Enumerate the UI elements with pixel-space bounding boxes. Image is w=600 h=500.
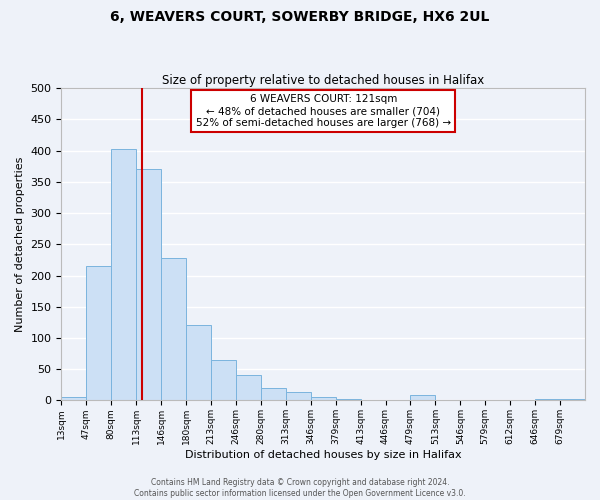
X-axis label: Distribution of detached houses by size in Halifax: Distribution of detached houses by size … [185, 450, 461, 460]
Bar [311, 398, 335, 400]
Bar [410, 396, 436, 400]
Text: 6 WEAVERS COURT: 121sqm
← 48% of detached houses are smaller (704)
52% of semi-d: 6 WEAVERS COURT: 121sqm ← 48% of detache… [196, 94, 451, 128]
Bar [236, 376, 261, 400]
Bar [286, 392, 311, 400]
Y-axis label: Number of detached properties: Number of detached properties [15, 156, 25, 332]
Bar [261, 388, 286, 400]
Bar [61, 398, 86, 400]
Bar [535, 399, 560, 400]
Bar [86, 266, 111, 400]
Text: Contains HM Land Registry data © Crown copyright and database right 2024.
Contai: Contains HM Land Registry data © Crown c… [134, 478, 466, 498]
Title: Size of property relative to detached houses in Halifax: Size of property relative to detached ho… [162, 74, 484, 87]
Bar [136, 170, 161, 400]
Bar [335, 399, 361, 400]
Text: 6, WEAVERS COURT, SOWERBY BRIDGE, HX6 2UL: 6, WEAVERS COURT, SOWERBY BRIDGE, HX6 2U… [110, 10, 490, 24]
Bar [161, 258, 186, 400]
Bar [560, 399, 585, 400]
Bar [111, 148, 136, 400]
Bar [211, 360, 236, 401]
Bar [186, 326, 211, 400]
